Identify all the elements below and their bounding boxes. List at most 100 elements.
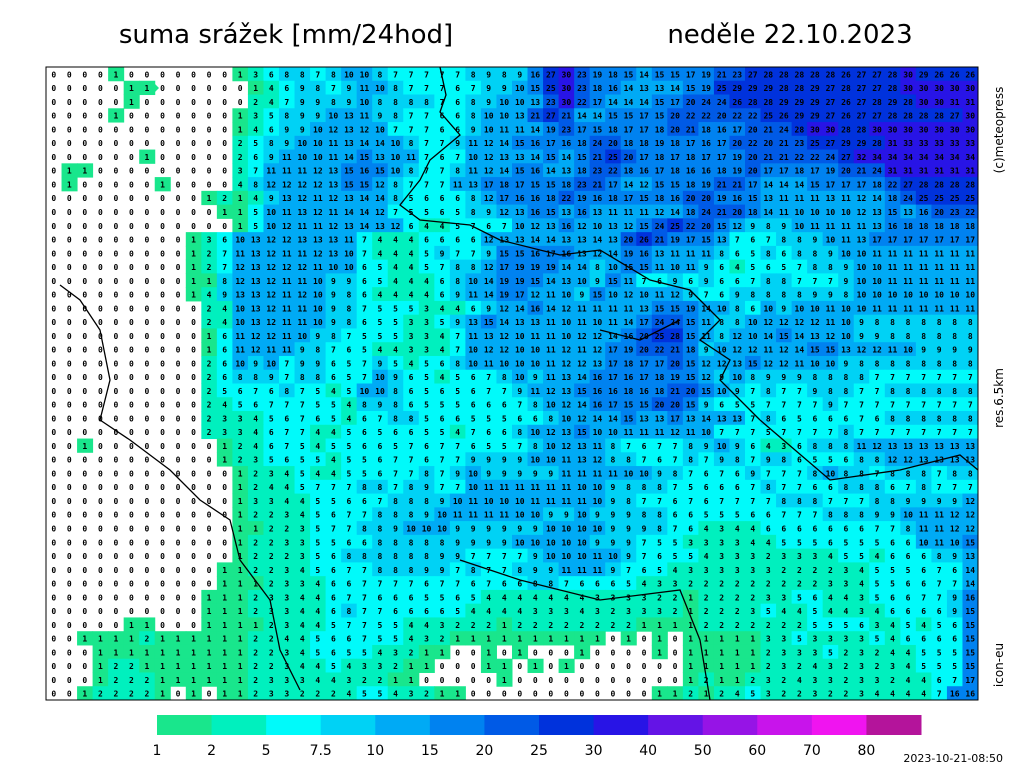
cell-value: 13 xyxy=(329,180,339,189)
grid-cell xyxy=(698,108,715,123)
cell-value: 11 xyxy=(515,483,525,492)
cell-value: 4 xyxy=(440,304,445,313)
cell-value: 7 xyxy=(502,387,507,396)
cell-value: 7 xyxy=(455,153,460,162)
grid-cell xyxy=(853,67,870,82)
cell-value: 9 xyxy=(611,511,616,520)
cell-value: 8 xyxy=(766,387,771,396)
cell-value: 23 xyxy=(577,180,587,189)
cell-value: 9 xyxy=(486,98,491,107)
cell-value: 0 xyxy=(82,98,87,107)
cell-value: 1 xyxy=(424,648,429,657)
cell-value: 0 xyxy=(129,456,134,465)
cell-value: 0 xyxy=(160,346,165,355)
cell-value: 15 xyxy=(484,318,494,327)
cell-value: 7 xyxy=(393,208,398,217)
grid-cell xyxy=(480,108,497,123)
cell-value: 4 xyxy=(735,263,740,272)
cell-value: 9 xyxy=(346,84,351,93)
cell-value: 12 xyxy=(950,511,960,520)
cell-value: 12 xyxy=(717,359,727,368)
cell-value: 18 xyxy=(670,167,680,176)
grid-cell xyxy=(325,94,342,109)
cell-value: 3 xyxy=(284,593,289,602)
cell-value: 6 xyxy=(952,621,957,630)
cell-value: 10 xyxy=(795,304,805,313)
cell-value: 11 xyxy=(903,304,913,313)
cell-value: 0 xyxy=(67,112,72,121)
cell-value: 7 xyxy=(781,428,786,437)
cell-value: 6 xyxy=(440,387,445,396)
cell-value: 5 xyxy=(315,635,320,644)
cell-value: 8 xyxy=(812,497,817,506)
cell-value: 0 xyxy=(82,84,87,93)
cell-value: 0 xyxy=(98,566,103,575)
cell-value: 4 xyxy=(315,621,320,630)
cell-value: 30 xyxy=(934,125,944,134)
cell-value: 0 xyxy=(98,580,103,589)
cell-value: 0 xyxy=(51,208,56,217)
cell-value: 34 xyxy=(950,153,960,162)
cell-value: 17 xyxy=(670,414,680,423)
cell-value: 7 xyxy=(284,359,289,368)
cell-value: 8 xyxy=(890,414,895,423)
cell-value: 12 xyxy=(857,208,867,217)
cell-value: 5 xyxy=(875,635,880,644)
cell-value: 11 xyxy=(686,428,696,437)
cell-value: 6 xyxy=(331,511,336,520)
cell-value: 5 xyxy=(331,414,336,423)
cell-value: 13 xyxy=(655,249,665,258)
cell-value: 7 xyxy=(471,249,476,258)
cell-value: 0 xyxy=(129,442,134,451)
grid-cell xyxy=(745,149,762,164)
cell-value: 10 xyxy=(841,304,851,313)
cell-value: 4 xyxy=(859,566,864,575)
cell-value: 10 xyxy=(624,469,634,478)
cell-value: 0 xyxy=(67,98,72,107)
cell-value: 6 xyxy=(440,194,445,203)
cell-value: 0 xyxy=(98,249,103,258)
cell-value: 5 xyxy=(781,538,786,547)
cell-value: 3 xyxy=(781,635,786,644)
cell-value: 6 xyxy=(440,236,445,245)
cell-value: 11 xyxy=(795,194,805,203)
cell-value: 0 xyxy=(67,469,72,478)
cell-value: 6 xyxy=(393,428,398,437)
cell-value: 15 xyxy=(593,291,603,300)
cell-value: 28 xyxy=(888,112,898,121)
grid-cell xyxy=(791,94,808,109)
cell-value: 22 xyxy=(888,180,898,189)
cell-value: 10 xyxy=(360,98,370,107)
cell-value: 2 xyxy=(207,263,212,272)
cell-value: 30 xyxy=(965,112,975,121)
cell-value: 0 xyxy=(145,208,150,217)
cell-value: 4 xyxy=(890,648,895,657)
cell-value: 14 xyxy=(701,414,711,423)
cell-value: 8 xyxy=(284,112,289,121)
cell-value: 11 xyxy=(826,318,836,327)
cell-value: 0 xyxy=(67,593,72,602)
cell-value: 8 xyxy=(409,483,414,492)
cell-value: 13 xyxy=(251,318,261,327)
cell-value: 4 xyxy=(486,607,491,616)
cell-value: 26 xyxy=(639,236,649,245)
cell-value: 6 xyxy=(331,648,336,657)
cell-value: 3 xyxy=(284,621,289,630)
cell-value: 0 xyxy=(440,676,445,685)
grid-cell xyxy=(651,149,668,164)
cell-value: 1 xyxy=(238,690,243,699)
cell-value: 10 xyxy=(670,263,680,272)
cell-value: 7 xyxy=(440,98,445,107)
cell-value: 1 xyxy=(129,648,134,657)
cell-value: 0 xyxy=(176,483,181,492)
cell-value: 7 xyxy=(331,483,336,492)
cell-value: 12 xyxy=(639,180,649,189)
cell-value: 0 xyxy=(160,414,165,423)
cell-value: 1 xyxy=(145,84,150,93)
cell-value: 7 xyxy=(937,373,942,382)
cell-value: 13 xyxy=(251,263,261,272)
cell-value: 0 xyxy=(579,662,584,671)
cell-value: 7 xyxy=(688,469,693,478)
cell-value: 0 xyxy=(238,98,243,107)
cell-value: 11 xyxy=(857,442,867,451)
